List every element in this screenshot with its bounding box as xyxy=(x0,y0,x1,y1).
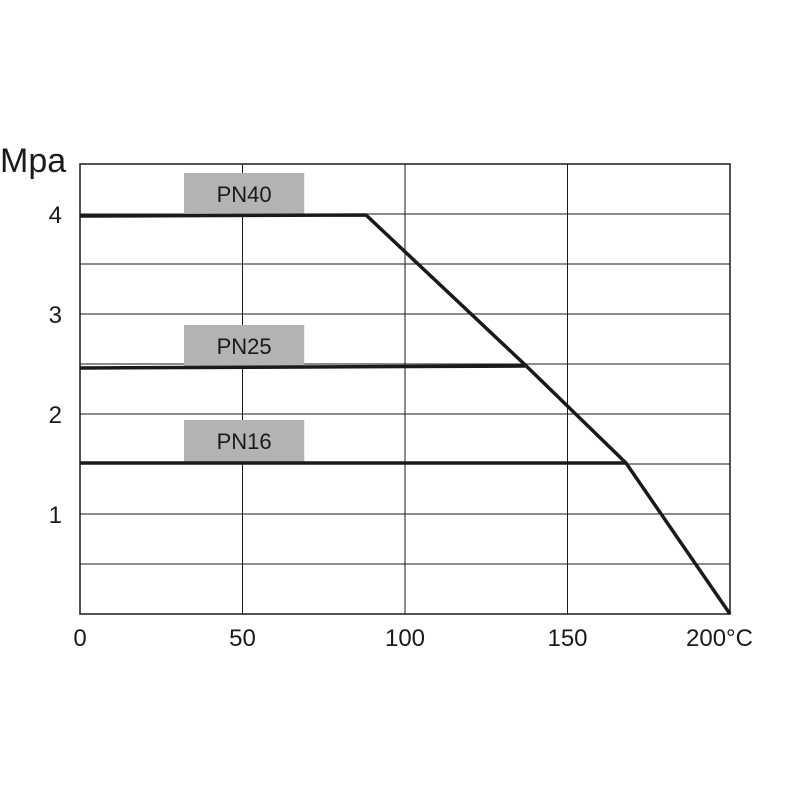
tick-labels: 0 50 100 150 200 °C 1 2 3 4 xyxy=(49,202,753,652)
series-line-pn40 xyxy=(79,213,732,615)
x-axis-unit: °C xyxy=(726,625,753,652)
series-label-box xyxy=(184,420,305,462)
y-tick-label: 4 xyxy=(49,202,62,229)
series-label-text: PN25 xyxy=(217,334,272,359)
grid xyxy=(80,164,730,614)
y-axis-unit: Mpa xyxy=(0,142,66,180)
y-tick-label: 3 xyxy=(49,302,62,329)
x-tick-label: 150 xyxy=(547,625,587,652)
series-line-pn25 xyxy=(79,364,526,370)
series-label-text: PN16 xyxy=(217,429,272,454)
series-labels: PN40 PN25 PN16 xyxy=(184,173,305,462)
series-label-text: PN40 xyxy=(217,182,272,207)
series-label-pn16: PN16 xyxy=(184,420,305,462)
series-lines xyxy=(79,213,732,615)
x-tick-label: 50 xyxy=(229,625,256,652)
y-tick-label: 1 xyxy=(49,502,62,529)
x-tick-label: 0 xyxy=(73,625,86,652)
series-label-pn40: PN40 xyxy=(184,173,305,215)
series-label-box xyxy=(184,325,305,367)
series-label-box xyxy=(184,173,305,215)
series-label-pn25: PN25 xyxy=(184,325,305,367)
y-tick-label: 2 xyxy=(49,402,62,429)
x-tick-label: 200 xyxy=(686,625,726,652)
plot-frame xyxy=(79,163,731,615)
x-tick-label: 100 xyxy=(385,625,425,652)
